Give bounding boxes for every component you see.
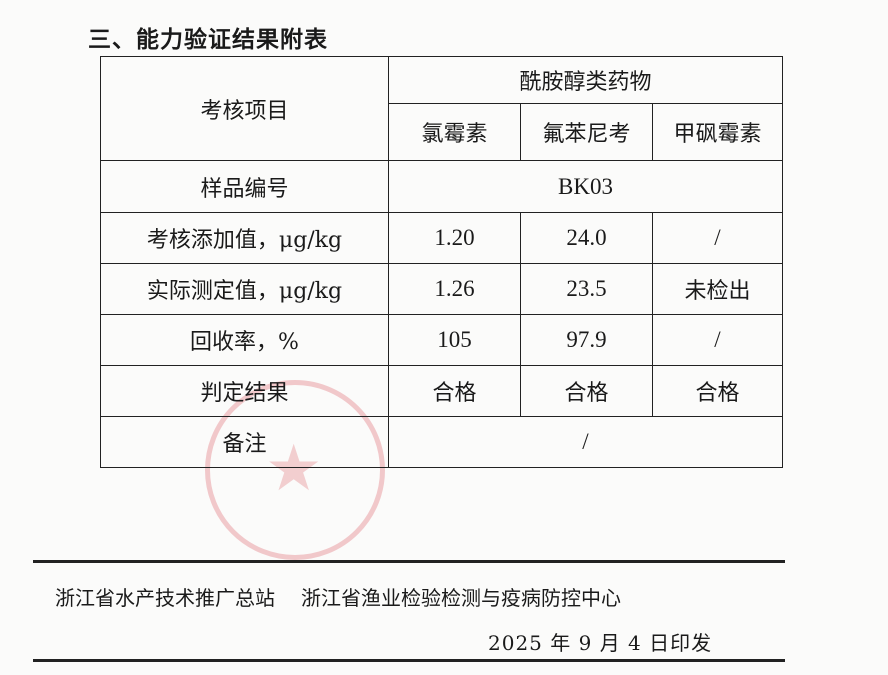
divider [33, 659, 785, 662]
cell: 1.26 [388, 263, 521, 315]
table-row: 实际测定值，μg/kg 1.26 23.5 未检出 [100, 263, 783, 315]
drug-header: 氯霉素 [388, 103, 521, 161]
header-item: 考核项目 [100, 56, 389, 161]
table-row: 样品编号 BK03 [100, 160, 783, 213]
row-label: 判定结果 [100, 365, 389, 417]
issuing-org: 浙江省渔业检验检测与疫病防控中心 [301, 586, 621, 610]
row-label: 实际测定值，μg/kg [100, 263, 389, 315]
section-title: 三、能力验证结果附表 [88, 27, 328, 53]
cell: 未检出 [652, 263, 783, 315]
row-label: 样品编号 [100, 160, 389, 213]
cell: 1.20 [388, 212, 521, 264]
table-row: 回收率，% 105 97.9 / [100, 314, 783, 366]
group-header: 酰胺醇类药物 [388, 56, 783, 104]
cell: 合格 [520, 365, 653, 417]
issuing-org: 浙江省水产技术推广总站 [55, 586, 275, 610]
row-label: 回收率，% [100, 314, 389, 366]
results-table: 考核项目 酰胺醇类药物 氯霉素 氟苯尼考 甲砜霉素 样品编号 BK03 考核添加… [100, 56, 783, 468]
cell: 24.0 [520, 212, 653, 264]
sample-id: BK03 [388, 160, 783, 213]
cell: 97.9 [520, 314, 653, 366]
cell: 23.5 [520, 263, 653, 315]
divider [33, 560, 785, 563]
cell: 合格 [652, 365, 783, 417]
cell: 105 [388, 314, 521, 366]
issue-date: 2025 年 9 月 4 日印发 [488, 631, 713, 655]
footer-orgs: 浙江省水产技术推广总站 浙江省渔业检验检测与疫病防控中心 [55, 582, 621, 611]
table-row: 考核添加值，μg/kg 1.20 24.0 / [100, 212, 783, 264]
row-label: 备注 [100, 416, 389, 468]
remark-value: / [388, 416, 783, 468]
drug-header: 甲砜霉素 [652, 103, 783, 161]
cell: / [652, 314, 783, 366]
cell: 合格 [388, 365, 521, 417]
table-row: 判定结果 合格 合格 合格 [100, 365, 783, 417]
cell: / [652, 212, 783, 264]
table-row: 备注 / [100, 416, 783, 468]
row-label: 考核添加值，μg/kg [100, 212, 389, 264]
drug-header: 氟苯尼考 [520, 103, 653, 161]
